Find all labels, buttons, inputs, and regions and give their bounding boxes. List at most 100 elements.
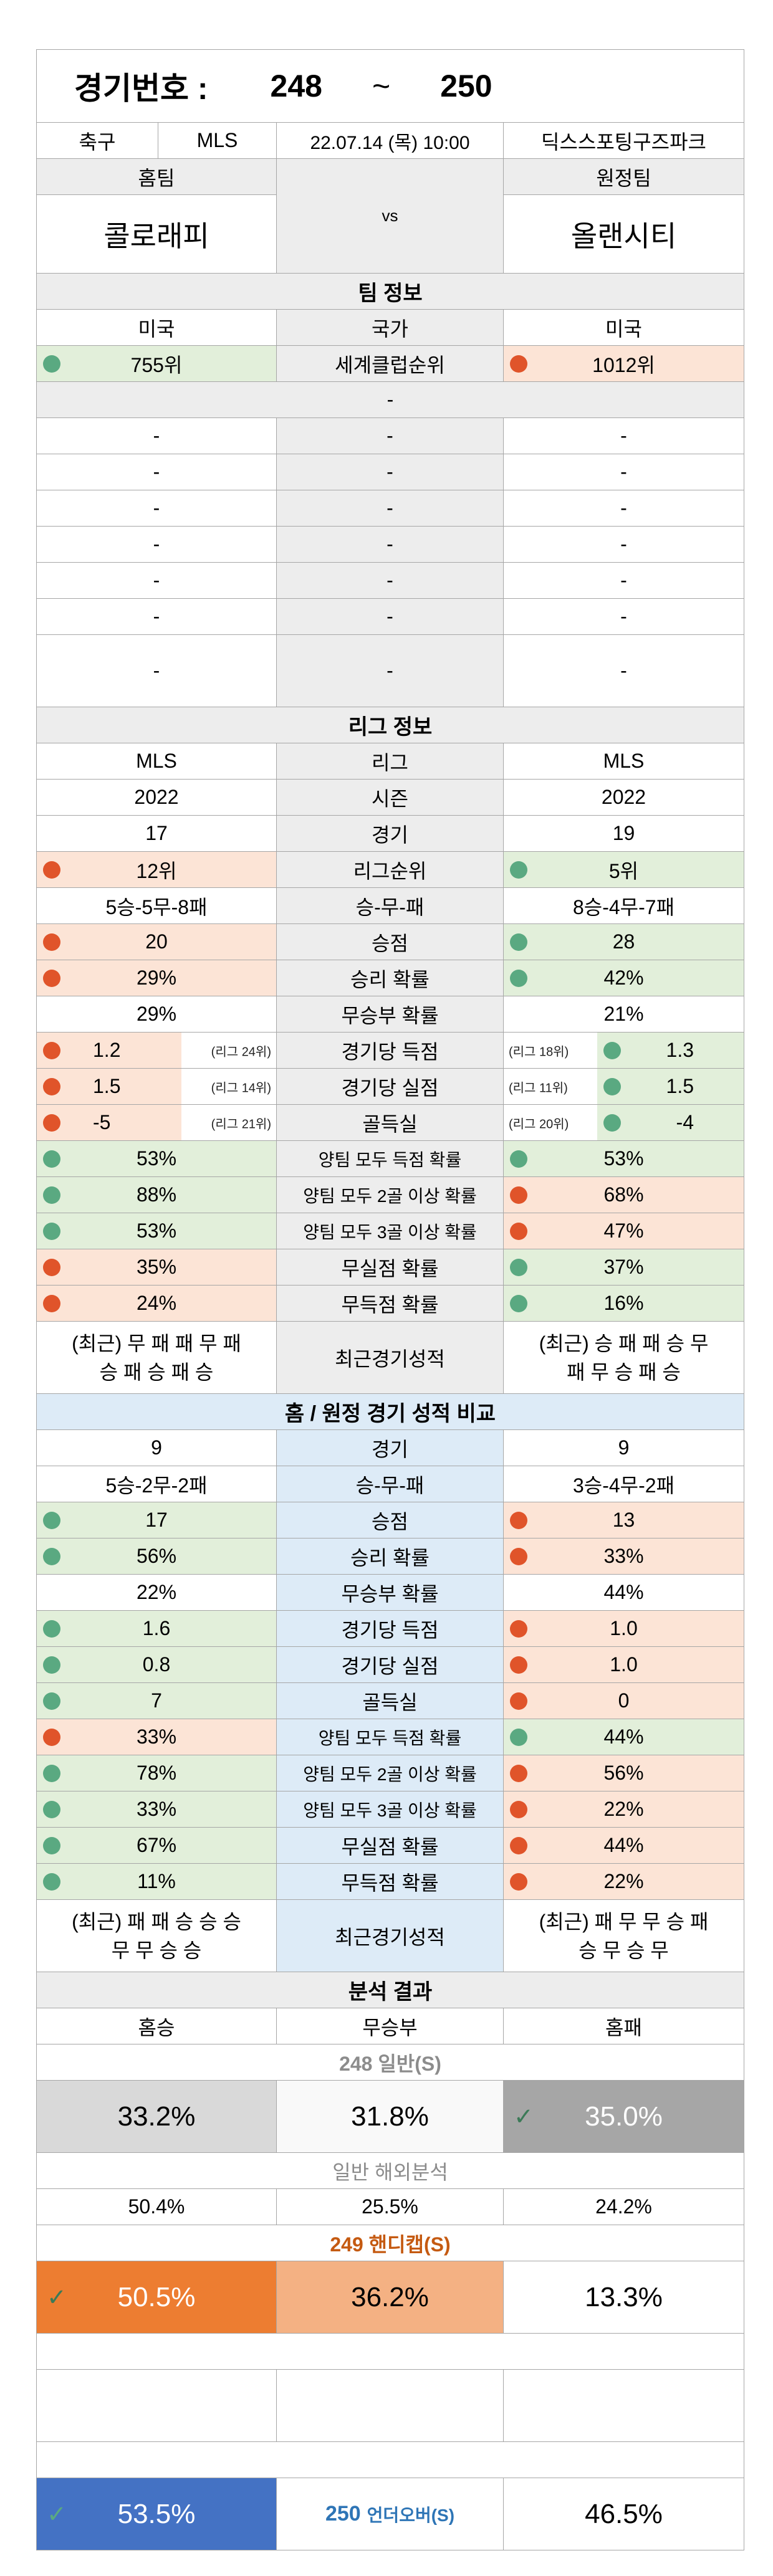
away-team-name: 올랜시티 (570, 219, 677, 252)
home-recent-line1: (최근) 무 패 패 무 패 (72, 1332, 241, 1355)
bad-indicator-icon (510, 1800, 527, 1818)
home-value: 9 (151, 1436, 162, 1459)
home-league-rank: (리그 14위) (211, 1081, 271, 1095)
stat-row: 22% 무승부 확률 44% (36, 1575, 744, 1611)
underover-over: 46.5% (504, 2478, 744, 2550)
stat-label: 골득실 (362, 1112, 418, 1135)
good-indicator-icon (603, 1041, 621, 1059)
home-value: 17 (145, 822, 168, 844)
home-value: 1.2 (93, 1039, 121, 1061)
home-value: 1.5 (93, 1075, 121, 1097)
match-number-sep: ~ (372, 69, 391, 103)
away-value: 56% (603, 1762, 644, 1784)
bad-indicator-icon (43, 1041, 60, 1059)
stat-label: 승점 (372, 1510, 408, 1533)
good-indicator-icon (510, 1294, 527, 1312)
away-value: 21% (603, 1003, 644, 1025)
home-value: 22% (136, 1581, 177, 1603)
match-number-from: 248 (270, 69, 322, 103)
bad-indicator-icon (43, 1294, 60, 1312)
stat-row: 67% 무실점 확률 44% (36, 1828, 744, 1864)
match-number-header: 경기번호 : 248 ~ 250 (36, 49, 744, 123)
home-value: 53% (136, 1147, 177, 1170)
col-draw: 무승부 (277, 2008, 504, 2044)
bad-indicator-icon (43, 1258, 60, 1276)
home-away-recent-row: (최근) 패 패 승 승 승 무 무 승 승 최근경기성적 (최근) 패 무 무… (36, 1900, 744, 1972)
general-title: 248 일반(S) (36, 2044, 744, 2080)
home-value: 12위 (136, 859, 177, 882)
overseas-title: 일반 해외분석 (36, 2153, 744, 2188)
underover-label: 언더오버(S) (367, 2505, 455, 2525)
stat-label: 양팀 모두 2골 이상 확률 (303, 1186, 477, 1206)
stat-row: 33% 양팀 모두 3골 이상 확률 22% (36, 1791, 744, 1828)
teams-block: 홈팀 콜로래피 vs 원정팀 올랜시티 (36, 159, 744, 274)
good-indicator-icon (510, 861, 527, 879)
stat-label: 승-무-패 (355, 895, 425, 918)
away-value: 53% (603, 1147, 644, 1170)
away-value: 1.0 (610, 1617, 638, 1639)
handicap-title-row: 249 핸디캡(S) (36, 2225, 744, 2261)
world-rank-label: 세계클럽순위 (277, 346, 504, 381)
col-home-loss: 홈패 (504, 2008, 744, 2044)
stat-row: 9 경기 9 (36, 1430, 744, 1466)
good-indicator-icon (510, 969, 527, 987)
country-row: 미국 국가 미국 (36, 310, 744, 346)
home-value: 24% (136, 1292, 177, 1314)
league-recent-row: (최근) 무 패 패 무 패 승 패 승 패 승 최근경기성적 (최근) 승 패… (36, 1322, 744, 1394)
away-value: 47% (603, 1219, 644, 1242)
bad-indicator-icon (510, 1692, 527, 1710)
handicap-values-row: ✓ 50.5% 36.2% 13.3% (36, 2261, 744, 2334)
stat-row: 20 승점 28 (36, 924, 744, 960)
stat-label: 경기당 득점 (341, 1040, 439, 1063)
home-recent-line2: 무 무 승 승 (111, 1939, 202, 1962)
home-value: 11% (137, 1870, 176, 1892)
general-values-row: 33.2% 31.8% ✓ 35.0% (36, 2081, 744, 2153)
bad-indicator-icon (510, 1222, 527, 1240)
home-value: 29% (136, 966, 177, 989)
analysis-title: 분석 결과 (36, 1972, 744, 2008)
home-value: 78% (136, 1762, 177, 1784)
home-away-title: 홈 / 원정 경기 성적 비교 (36, 1394, 744, 1429)
bad-indicator-icon (43, 933, 60, 951)
away-value: 0 (618, 1689, 630, 1712)
stat-label: 경기 (372, 1438, 408, 1461)
stat-row: 24% 무득점 확률 16% (36, 1286, 744, 1322)
bad-indicator-icon (43, 861, 60, 879)
stat-label: 시즌 (372, 787, 408, 810)
home-country: 미국 (36, 310, 277, 345)
stat-label: 승-무-패 (355, 1474, 425, 1497)
underover-under: 53.5% (117, 2498, 196, 2529)
home-value: 56% (136, 1545, 177, 1567)
away-value: 2022 (601, 786, 646, 808)
stat-label: 승리 확률 (350, 1546, 430, 1569)
away-value: 42% (603, 966, 644, 989)
good-indicator-icon (43, 1692, 60, 1710)
match-number-to: 250 (440, 69, 492, 103)
away-value: 13 (612, 1509, 635, 1531)
underover-number: 250 (325, 2502, 361, 2526)
stat-row: 35% 무실점 확률 37% (36, 1249, 744, 1286)
home-away-header: 홈 / 원정 경기 성적 비교 (36, 1394, 744, 1430)
league-info-title: 리그 정보 (36, 707, 744, 743)
away-league-rank: (리그 20위) (509, 1117, 569, 1131)
handicap-title: 249 핸디캡(S) (36, 2225, 744, 2261)
away-country: 미국 (504, 310, 744, 345)
league: MLS (158, 123, 277, 158)
home-value: 33% (136, 1798, 177, 1820)
bad-indicator-icon (510, 1620, 527, 1638)
team-info-empty-row: --- (36, 418, 744, 454)
sport: 축구 (36, 123, 158, 158)
stat-row: 78% 양팀 모두 2골 이상 확률 56% (36, 1755, 744, 1791)
bad-indicator-icon (43, 969, 60, 987)
away-value: 28 (612, 930, 635, 953)
overseas-title-row: 일반 해외분석 (36, 2153, 744, 2189)
good-indicator-icon (43, 1800, 60, 1818)
home-recent-line1: (최근) 패 패 승 승 승 (72, 1910, 241, 1933)
good-indicator-icon (43, 1222, 60, 1240)
team-info-empty-row: --- (36, 527, 744, 563)
away-league-rank: (리그 11위) (509, 1081, 568, 1095)
home-world-rank: 755위 (130, 353, 183, 376)
team-info-empty-row: --- (36, 635, 744, 707)
general-loss: 35.0% (585, 2101, 663, 2132)
league-info-rows: MLS 리그 MLS 2022 시즌 2022 17 경기 19 12위 리그순위 5위 5승-5무-8… (36, 743, 744, 1322)
